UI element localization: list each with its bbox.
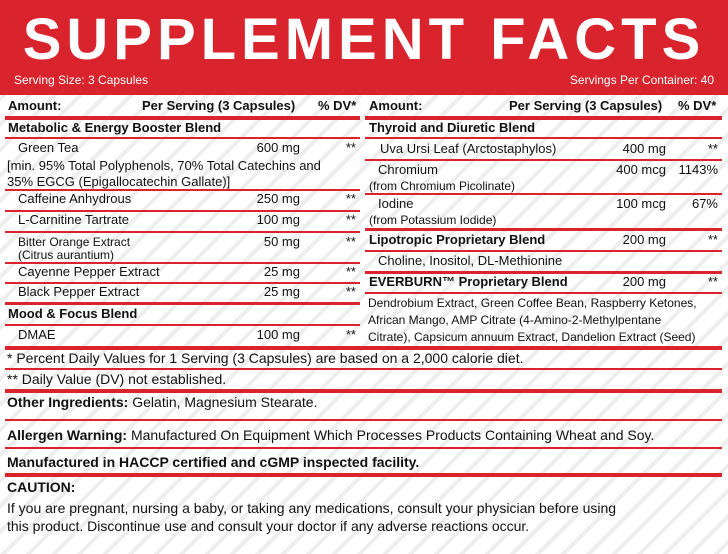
col-header: Amount: <box>369 98 423 113</box>
amount: 100 mg <box>256 327 300 342</box>
dv: ** <box>345 191 356 206</box>
rule <box>5 282 360 284</box>
amount: 250 mg <box>256 191 300 206</box>
amount: 400 mg <box>622 141 666 156</box>
rule <box>365 193 722 195</box>
dv: ** <box>707 274 718 289</box>
rule <box>365 116 722 120</box>
rule <box>5 116 360 120</box>
col-header: Amount: <box>8 98 62 113</box>
caution-text: this product. Discontinue use and consul… <box>7 518 530 534</box>
col-header: Per Serving (3 Capsules) <box>142 98 296 113</box>
footnote: * Percent Daily Values for 1 Serving (3 … <box>7 350 524 366</box>
note: [min. 95% Total Polyphenols, 70% Total C… <box>7 158 321 173</box>
header-band <box>0 0 728 95</box>
note: 35% EGCG (Epigallocatechin Gallate)] <box>7 174 231 189</box>
blend-name: Mood & Focus Blend <box>8 306 138 321</box>
rule <box>5 210 360 212</box>
rule <box>365 159 722 161</box>
blend-contents: African Mango, AMP Citrate (4-Amino-2-Me… <box>368 313 662 327</box>
dv: ** <box>345 264 356 279</box>
allergen-warning: Allergen Warning: Manufactured On Equipm… <box>7 427 654 443</box>
text: Manufactured On Equipment Which Processe… <box>130 427 655 443</box>
ingredient: Choline, Inositol, DL-Methionine <box>378 253 563 268</box>
blend-contents: Dendrobium Extract, Green Coffee Bean, R… <box>368 296 697 310</box>
rule <box>5 389 722 393</box>
ingredient: Caffeine Anhydrous <box>18 191 132 206</box>
rule <box>365 292 722 294</box>
caution-text: If you are pregnant, nursing a baby, or … <box>7 500 617 516</box>
title: SUPPLEMENT FACTS <box>22 7 706 72</box>
dv: 67% <box>691 196 718 211</box>
amount: 50 mg <box>263 234 300 249</box>
ingredient: Chromium <box>378 162 438 177</box>
dv: ** <box>345 212 356 227</box>
dv: ** <box>345 284 356 299</box>
dv: ** <box>345 327 356 342</box>
rule <box>5 368 722 370</box>
col-header: % DV* <box>318 98 357 113</box>
dv: 1143% <box>678 162 718 177</box>
amount: 100 mcg <box>616 196 666 211</box>
blend-name: Lipotropic Proprietary Blend <box>369 232 546 247</box>
serving-size: Serving Size: 3 Capsules <box>14 73 149 87</box>
col-header: Per Serving (3 Capsules) <box>509 98 663 113</box>
rule <box>5 419 722 421</box>
blend-name: Thyroid and Diuretic Blend <box>369 120 536 135</box>
ingredient-sub: (from Chromium Picolinate) <box>369 179 516 193</box>
dv: ** <box>707 141 718 156</box>
rule <box>365 250 722 252</box>
facility: Manufactured in HACCP certified and cGMP… <box>7 454 420 470</box>
rule <box>365 228 722 231</box>
rule <box>365 137 722 139</box>
amount: 25 mg <box>263 264 300 279</box>
dv: ** <box>707 232 718 247</box>
amount: 100 mg <box>256 212 300 227</box>
servings-per-container: Servings Per Container: 40 <box>569 73 714 87</box>
amount: 25 mg <box>263 284 300 299</box>
label: Allergen Warning: <box>7 427 128 443</box>
ingredient: L-Carnitine Tartrate <box>18 212 130 227</box>
ingredient: Black Pepper Extract <box>18 284 140 299</box>
rule <box>5 302 360 305</box>
rule <box>5 231 360 233</box>
text: Gelatin, Magnesium Stearate. <box>132 394 318 410</box>
ingredient-sub: (from Potassium Iodide) <box>369 213 497 227</box>
ingredient: Uva Ursi Leaf (Arctostaphylos) <box>380 141 557 156</box>
dv: ** <box>345 234 356 249</box>
amount: 200 mg <box>622 274 666 289</box>
caution-label: CAUTION: <box>7 479 76 495</box>
other-ingredients: Other Ingredients: Gelatin, Magnesium St… <box>7 394 317 410</box>
amount: 200 mg <box>622 232 666 247</box>
ingredient: Cayenne Pepper Extract <box>18 264 160 279</box>
rule <box>5 189 360 191</box>
blend-name: EVERBURN™ Proprietary Blend <box>369 274 568 289</box>
rule <box>5 137 360 139</box>
amount: 400 mcg <box>616 162 666 177</box>
blend-name: Metabolic & Energy Booster Blend <box>8 120 222 135</box>
amount: 600 mg <box>256 140 300 155</box>
dv: ** <box>345 140 356 155</box>
rule <box>5 346 722 350</box>
col-header: % DV* <box>678 98 717 113</box>
label: Other Ingredients: <box>7 394 129 410</box>
rule <box>365 271 722 274</box>
rule <box>5 447 722 449</box>
footnote: ** Daily Value (DV) not established. <box>7 371 227 387</box>
ingredient: Green Tea <box>18 140 79 155</box>
ingredient: Iodine <box>378 196 414 211</box>
ingredient: DMAE <box>18 327 56 342</box>
ingredient: Bitter Orange Extract <box>18 235 131 249</box>
rule <box>5 324 360 326</box>
ingredient-sub: (Citrus aurantium) <box>18 248 115 262</box>
rule <box>5 262 360 264</box>
blend-contents: Citrate), Capsicum annuum Extract, Dande… <box>368 330 696 344</box>
rule <box>5 473 722 477</box>
